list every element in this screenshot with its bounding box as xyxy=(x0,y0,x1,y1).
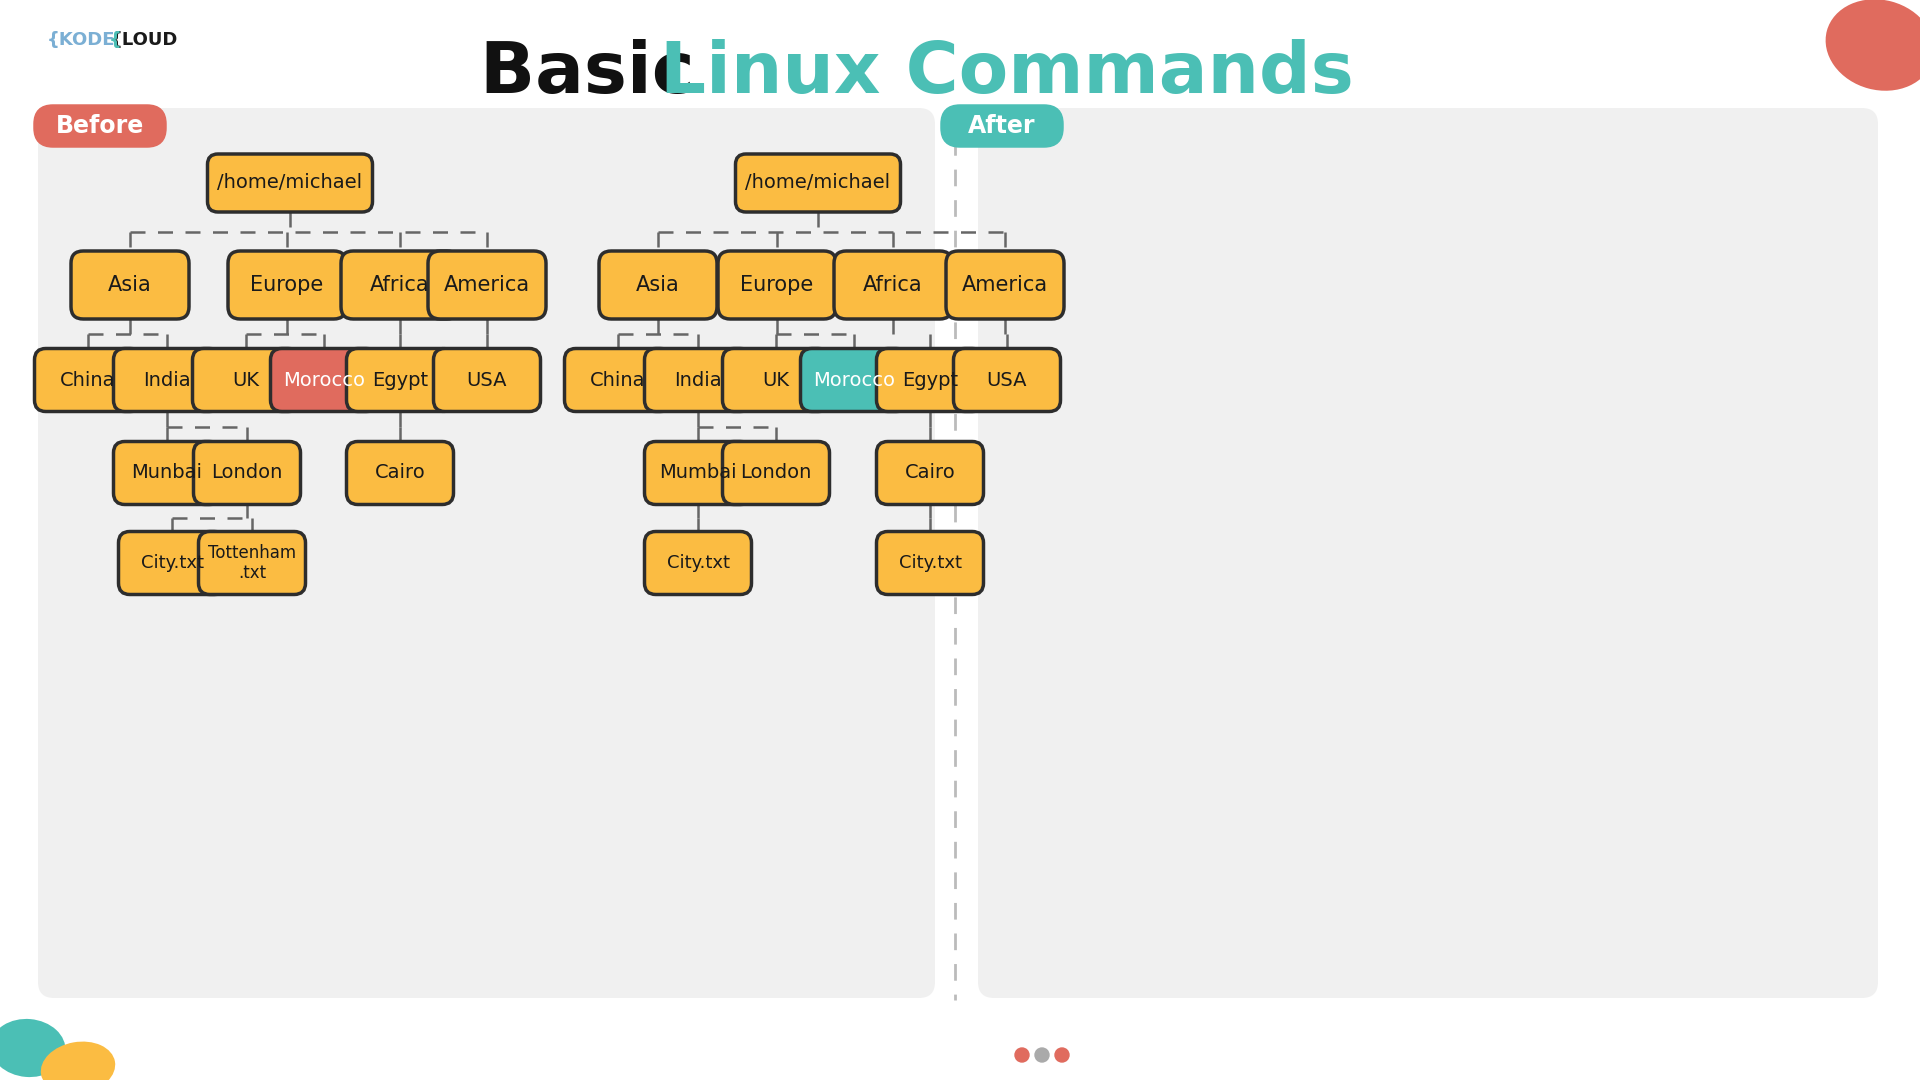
Text: Egypt: Egypt xyxy=(902,370,958,390)
Text: City.txt: City.txt xyxy=(140,554,204,572)
Text: Before: Before xyxy=(56,114,144,138)
Text: Africa: Africa xyxy=(371,275,430,295)
FancyBboxPatch shape xyxy=(428,251,545,319)
Text: Morocco: Morocco xyxy=(812,370,895,390)
Text: City.txt: City.txt xyxy=(666,554,730,572)
FancyBboxPatch shape xyxy=(194,442,301,504)
Circle shape xyxy=(1016,1048,1029,1062)
Circle shape xyxy=(1054,1048,1069,1062)
Ellipse shape xyxy=(0,1018,65,1077)
Text: Tottenham
.txt: Tottenham .txt xyxy=(207,543,296,582)
FancyBboxPatch shape xyxy=(346,442,453,504)
FancyBboxPatch shape xyxy=(38,108,935,998)
Text: Cairo: Cairo xyxy=(904,463,956,483)
Text: Asia: Asia xyxy=(636,275,680,295)
FancyBboxPatch shape xyxy=(434,349,541,411)
Text: Africa: Africa xyxy=(864,275,924,295)
Text: USA: USA xyxy=(987,370,1027,390)
Text: London: London xyxy=(741,463,812,483)
Text: {KODE: {KODE xyxy=(46,31,115,49)
Text: After: After xyxy=(968,114,1035,138)
Text: City.txt: City.txt xyxy=(899,554,962,572)
Text: London: London xyxy=(211,463,282,483)
FancyBboxPatch shape xyxy=(877,442,983,504)
FancyBboxPatch shape xyxy=(564,349,672,411)
FancyBboxPatch shape xyxy=(877,349,983,411)
FancyBboxPatch shape xyxy=(645,531,751,594)
FancyBboxPatch shape xyxy=(207,154,372,212)
Text: Europe: Europe xyxy=(250,275,324,295)
FancyBboxPatch shape xyxy=(977,108,1878,998)
FancyBboxPatch shape xyxy=(947,251,1064,319)
FancyBboxPatch shape xyxy=(71,251,188,319)
Text: India: India xyxy=(144,370,190,390)
Text: Asia: Asia xyxy=(108,275,152,295)
Circle shape xyxy=(1035,1048,1048,1062)
FancyBboxPatch shape xyxy=(119,531,225,594)
FancyBboxPatch shape xyxy=(877,531,983,594)
Text: Morocco: Morocco xyxy=(282,370,365,390)
FancyBboxPatch shape xyxy=(35,349,142,411)
FancyBboxPatch shape xyxy=(192,349,300,411)
Text: China: China xyxy=(60,370,115,390)
Text: China: China xyxy=(589,370,645,390)
FancyBboxPatch shape xyxy=(833,251,952,319)
Text: Europe: Europe xyxy=(741,275,814,295)
Text: Egypt: Egypt xyxy=(372,370,428,390)
FancyBboxPatch shape xyxy=(801,349,908,411)
FancyBboxPatch shape xyxy=(113,349,221,411)
FancyBboxPatch shape xyxy=(718,251,835,319)
FancyBboxPatch shape xyxy=(342,251,459,319)
Text: /home/michael: /home/michael xyxy=(745,174,891,192)
FancyBboxPatch shape xyxy=(735,154,900,212)
Text: Munbai: Munbai xyxy=(131,463,202,483)
FancyBboxPatch shape xyxy=(113,442,221,504)
FancyBboxPatch shape xyxy=(645,349,751,411)
Text: /home/michael: /home/michael xyxy=(217,174,363,192)
Text: UK: UK xyxy=(762,370,789,390)
FancyBboxPatch shape xyxy=(35,106,165,146)
Text: Mumbai: Mumbai xyxy=(659,463,737,483)
FancyBboxPatch shape xyxy=(722,442,829,504)
Text: {LOUD: {LOUD xyxy=(109,31,179,49)
Text: Basic: Basic xyxy=(480,39,720,108)
FancyBboxPatch shape xyxy=(599,251,716,319)
Text: America: America xyxy=(444,275,530,295)
Text: America: America xyxy=(962,275,1048,295)
Ellipse shape xyxy=(1826,0,1920,91)
Text: Cairo: Cairo xyxy=(374,463,426,483)
FancyBboxPatch shape xyxy=(346,349,453,411)
FancyBboxPatch shape xyxy=(722,349,829,411)
Text: UK: UK xyxy=(232,370,259,390)
FancyBboxPatch shape xyxy=(954,349,1060,411)
FancyBboxPatch shape xyxy=(645,442,751,504)
Text: India: India xyxy=(674,370,722,390)
Text: USA: USA xyxy=(467,370,507,390)
FancyBboxPatch shape xyxy=(943,106,1062,146)
FancyBboxPatch shape xyxy=(228,251,346,319)
Text: Linux Commands: Linux Commands xyxy=(660,39,1354,108)
Ellipse shape xyxy=(40,1041,115,1080)
FancyBboxPatch shape xyxy=(271,349,378,411)
FancyBboxPatch shape xyxy=(198,531,305,594)
Text: {: { xyxy=(109,31,121,49)
